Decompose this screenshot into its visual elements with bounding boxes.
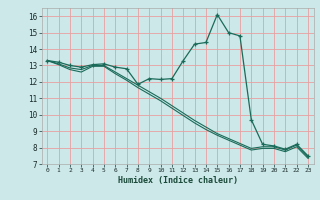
X-axis label: Humidex (Indice chaleur): Humidex (Indice chaleur) (118, 176, 237, 185)
